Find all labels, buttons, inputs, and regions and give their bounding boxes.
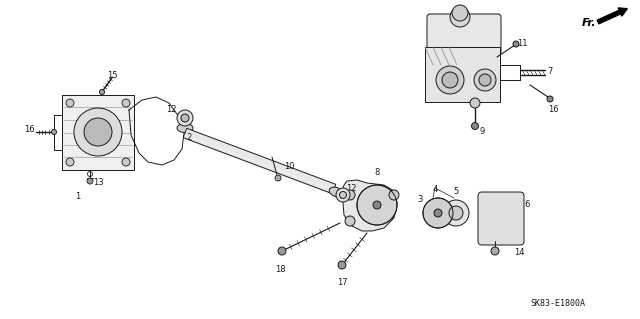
Text: 14: 14 <box>514 248 525 257</box>
Ellipse shape <box>329 187 343 197</box>
Circle shape <box>74 108 122 156</box>
Circle shape <box>423 198 453 228</box>
Circle shape <box>513 41 519 47</box>
Text: 18: 18 <box>275 265 285 274</box>
Circle shape <box>436 66 464 94</box>
Circle shape <box>450 7 470 27</box>
Circle shape <box>452 5 468 21</box>
Circle shape <box>442 72 458 88</box>
Circle shape <box>434 209 442 217</box>
Circle shape <box>472 122 479 130</box>
Text: 15: 15 <box>107 71 118 80</box>
Circle shape <box>339 191 346 198</box>
Ellipse shape <box>177 123 193 132</box>
Text: 6: 6 <box>524 200 529 209</box>
Circle shape <box>51 130 56 135</box>
Text: 8: 8 <box>374 168 380 177</box>
Circle shape <box>470 98 480 108</box>
Circle shape <box>122 158 130 166</box>
Circle shape <box>278 247 286 255</box>
Circle shape <box>84 118 112 146</box>
Text: 12: 12 <box>166 105 176 114</box>
Circle shape <box>66 99 74 107</box>
Circle shape <box>373 201 381 209</box>
Circle shape <box>345 216 355 226</box>
Circle shape <box>181 114 189 122</box>
Circle shape <box>345 190 355 200</box>
Text: 2: 2 <box>186 133 191 142</box>
Circle shape <box>547 96 553 102</box>
Text: Fr.: Fr. <box>582 18 596 28</box>
Circle shape <box>336 188 350 202</box>
Text: 10: 10 <box>284 162 294 171</box>
Text: 7: 7 <box>547 67 552 76</box>
Circle shape <box>491 247 499 255</box>
Circle shape <box>177 110 193 126</box>
FancyArrow shape <box>597 8 627 24</box>
Text: SK83-E1800A: SK83-E1800A <box>530 299 585 308</box>
FancyBboxPatch shape <box>62 95 134 170</box>
Text: 16: 16 <box>24 125 35 134</box>
Text: 11: 11 <box>517 39 527 48</box>
FancyBboxPatch shape <box>478 192 524 245</box>
Circle shape <box>474 69 496 91</box>
Polygon shape <box>183 128 336 194</box>
Circle shape <box>122 99 130 107</box>
Text: 3: 3 <box>417 195 422 204</box>
Text: 1: 1 <box>76 192 81 201</box>
Text: 9: 9 <box>479 127 484 136</box>
Polygon shape <box>342 180 397 231</box>
Circle shape <box>87 178 93 184</box>
Circle shape <box>479 74 491 86</box>
Circle shape <box>357 185 397 225</box>
Circle shape <box>389 190 399 200</box>
Text: 17: 17 <box>337 278 348 287</box>
Text: 13: 13 <box>93 178 104 187</box>
Circle shape <box>443 200 469 226</box>
Circle shape <box>275 175 281 181</box>
FancyBboxPatch shape <box>425 47 500 102</box>
Circle shape <box>449 206 463 220</box>
Text: 12: 12 <box>346 184 356 193</box>
Circle shape <box>99 90 104 94</box>
Text: 16: 16 <box>548 105 559 114</box>
Circle shape <box>66 158 74 166</box>
Text: 4: 4 <box>433 185 438 194</box>
Text: 5: 5 <box>453 187 459 196</box>
Circle shape <box>338 261 346 269</box>
FancyBboxPatch shape <box>427 14 501 55</box>
